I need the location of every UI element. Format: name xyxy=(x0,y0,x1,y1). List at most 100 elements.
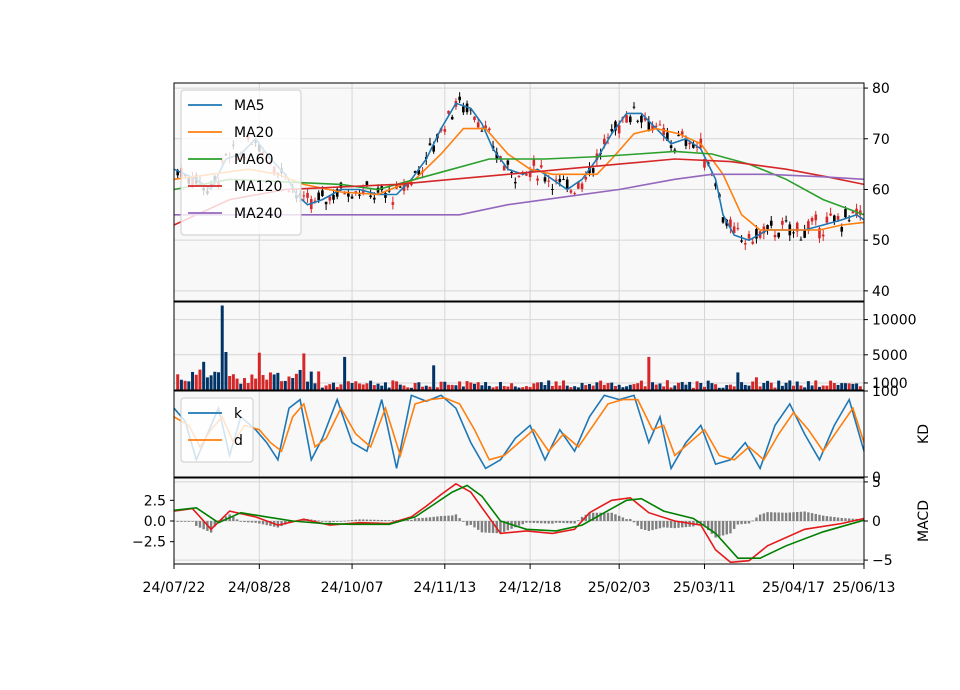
macd-histogram-bar xyxy=(269,521,272,526)
x-tick-label: 24/10/07 xyxy=(321,580,384,596)
macd-histogram-bar xyxy=(232,516,235,521)
macd-histogram-bar xyxy=(265,521,268,526)
candle-body xyxy=(391,202,395,205)
volume-bar xyxy=(276,372,280,390)
candle-body xyxy=(528,171,532,178)
volume-bar xyxy=(558,385,562,390)
macd-histogram-bar xyxy=(640,521,643,530)
volume-bar xyxy=(472,383,476,390)
volume-bar xyxy=(606,383,610,390)
candle-body xyxy=(562,179,565,181)
volume-bar xyxy=(829,380,833,390)
candle-body xyxy=(769,220,773,226)
candle-body xyxy=(625,115,628,123)
candle-body xyxy=(176,170,180,176)
y-tick-label: 100 xyxy=(872,384,899,400)
macd-histogram-bar xyxy=(770,512,773,521)
volume-bar xyxy=(283,380,287,390)
macd-histogram-bar xyxy=(432,516,435,521)
y-tick-label: 2.5 xyxy=(144,493,166,509)
macd-histogram-bar xyxy=(591,512,595,521)
macd-histogram-bar xyxy=(558,521,562,523)
series-line-k xyxy=(173,394,865,471)
volume-bar xyxy=(239,383,243,390)
volume-bar xyxy=(717,387,721,390)
volume-bar xyxy=(383,382,387,390)
volume-bar xyxy=(261,375,265,390)
candle-body xyxy=(799,239,803,241)
volume-bar xyxy=(543,384,547,390)
candle-body xyxy=(836,215,840,220)
macd-histogram-bar xyxy=(632,521,636,523)
volume-bar xyxy=(324,385,328,390)
macd-histogram-bar xyxy=(614,514,617,521)
macd-histogram-bar xyxy=(703,521,706,527)
candle-body xyxy=(810,217,814,222)
volume-bar xyxy=(320,387,324,390)
volume-bar xyxy=(651,382,655,390)
volume-bar xyxy=(562,380,566,390)
macd-histogram-bar xyxy=(621,517,625,521)
volume-bar xyxy=(357,383,361,390)
macd-histogram-bar xyxy=(313,519,317,521)
volume-bar xyxy=(332,382,336,390)
candle-body xyxy=(591,168,595,173)
chart-panels: 4050607080MA5MA20MA60MA120MA240100050001… xyxy=(132,81,932,569)
candle-body xyxy=(432,145,435,152)
candle-body xyxy=(469,109,473,111)
volume-bar xyxy=(554,381,558,390)
volume-bar xyxy=(521,387,525,390)
candle-body xyxy=(795,222,799,232)
candle-body xyxy=(539,165,543,168)
candle-body xyxy=(358,194,361,196)
candle-body xyxy=(751,241,755,244)
volume-bar xyxy=(691,387,695,390)
volume-bar xyxy=(799,385,803,390)
macd-histogram-bar xyxy=(191,521,194,522)
macd-histogram-bar xyxy=(198,521,202,528)
macd-histogram-bar xyxy=(484,521,487,533)
candle-body xyxy=(332,194,335,200)
volume-bar xyxy=(454,385,458,390)
x-tick-label: 24/11/13 xyxy=(413,580,476,596)
candle-body xyxy=(543,177,547,182)
volume-bar xyxy=(702,386,706,390)
volume-bar xyxy=(498,381,502,390)
volume-bar xyxy=(343,356,347,390)
macd-histogram-bar xyxy=(499,521,502,534)
macd-histogram-bar xyxy=(666,521,669,528)
series-line-signal xyxy=(173,484,865,559)
y-tick-label: −2.5 xyxy=(132,535,166,551)
macd-histogram-bar xyxy=(439,516,443,521)
volume-bar xyxy=(350,382,354,390)
candle-body xyxy=(603,138,606,145)
macd-histogram-bar xyxy=(851,518,855,521)
macd-histogram-bar xyxy=(421,517,424,521)
macd-histogram-bar xyxy=(714,521,717,538)
y-tick-label: 70 xyxy=(872,132,890,148)
volume-bar xyxy=(817,386,821,390)
legend-label: MA240 xyxy=(234,206,282,222)
macd-histogram-bar xyxy=(339,521,343,522)
macd-histogram-bar xyxy=(246,521,250,523)
candle-body xyxy=(577,182,580,189)
candle-body xyxy=(450,116,454,120)
candle-body xyxy=(851,211,855,214)
legend-label: MA5 xyxy=(234,98,265,114)
macd-histogram-bar xyxy=(436,516,439,521)
macd-histogram-bar xyxy=(603,512,606,521)
volume-bar xyxy=(458,381,462,390)
macd-histogram-bar xyxy=(528,521,532,523)
legend-box xyxy=(180,397,254,463)
volume-bar xyxy=(855,383,859,390)
panel-price: 40 50 60 70 80 MA5 MA20 MA60 MA120 MA240 xyxy=(173,81,890,302)
candle-body xyxy=(350,196,354,199)
legend-label: MA60 xyxy=(234,152,273,168)
candle-body xyxy=(740,240,743,242)
candle-body xyxy=(321,190,324,197)
macd-histogram-bar xyxy=(588,512,591,521)
volume-bar xyxy=(825,385,829,390)
macd-histogram-bar xyxy=(803,511,806,521)
volume-bar xyxy=(528,386,532,390)
macd-histogram-bar xyxy=(569,521,573,524)
